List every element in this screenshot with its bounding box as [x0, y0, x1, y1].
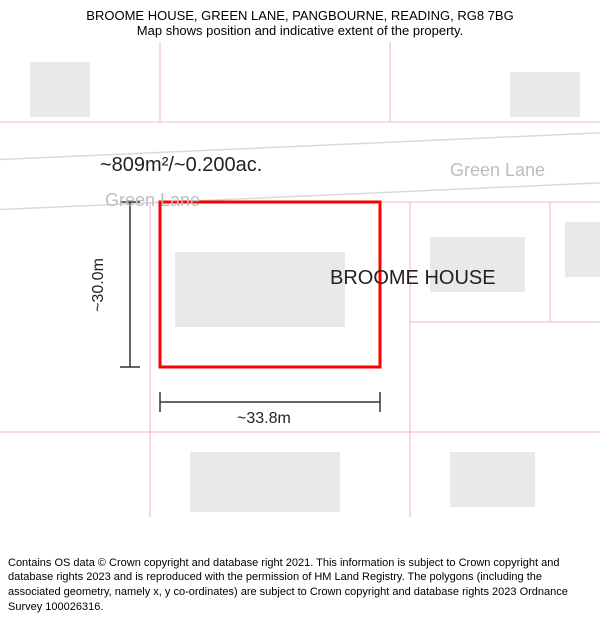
height-label: ~30.0m: [90, 258, 108, 312]
property-label: BROOME HOUSE: [330, 267, 496, 290]
map-area: ~809m²/~0.200ac. Green Lane Green Lane B…: [0, 42, 600, 517]
road-label-right: Green Lane: [450, 160, 545, 181]
road-label-left: Green Lane: [105, 190, 200, 211]
page-subtitle: Map shows position and indicative extent…: [10, 23, 590, 38]
header: BROOME HOUSE, GREEN LANE, PANGBOURNE, RE…: [0, 0, 600, 42]
width-label: ~33.8m: [237, 410, 291, 428]
area-label: ~809m²/~0.200ac.: [100, 154, 262, 177]
footer-copyright: Contains OS data © Crown copyright and d…: [0, 550, 600, 625]
page-title: BROOME HOUSE, GREEN LANE, PANGBOURNE, RE…: [10, 8, 590, 23]
